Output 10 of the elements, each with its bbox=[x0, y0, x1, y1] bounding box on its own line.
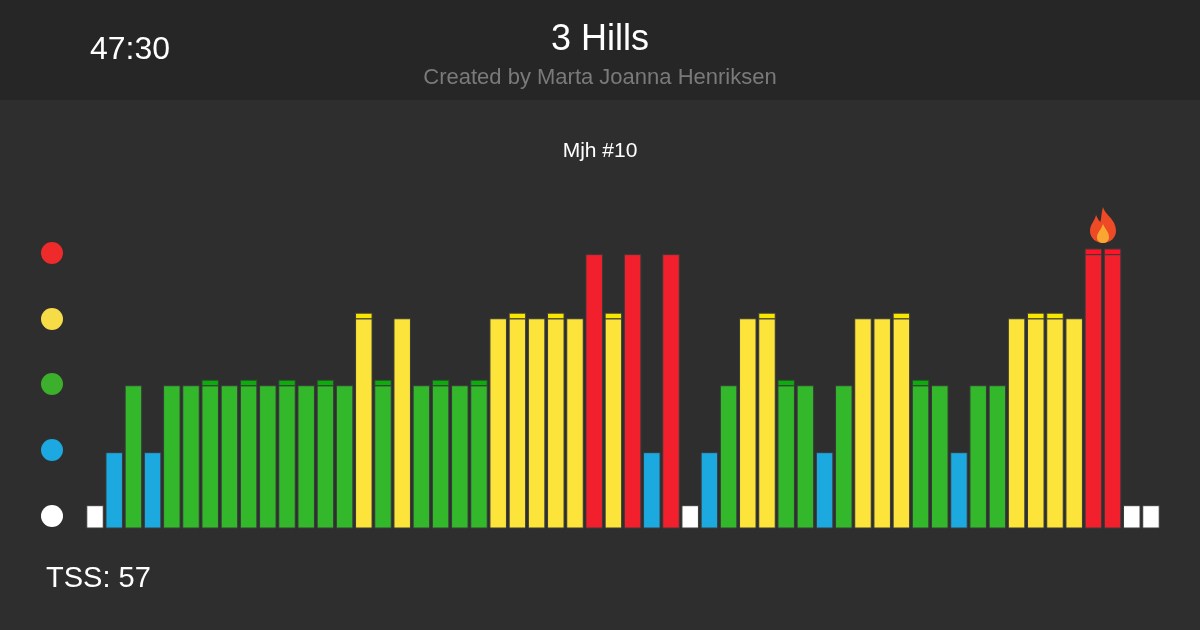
bar bbox=[124, 385, 143, 529]
chart-subtitle: Created by Marta Joanna Henriksen bbox=[423, 64, 777, 89]
bar bbox=[1007, 318, 1026, 529]
chart-title: 3 Hills bbox=[550, 17, 649, 58]
bar bbox=[412, 385, 431, 529]
text: TSS: 57 bbox=[46, 560, 151, 595]
text: Mjh #10 bbox=[561, 137, 639, 163]
bar bbox=[220, 385, 239, 529]
bar bbox=[815, 452, 834, 529]
text: 47:30 bbox=[90, 29, 171, 67]
